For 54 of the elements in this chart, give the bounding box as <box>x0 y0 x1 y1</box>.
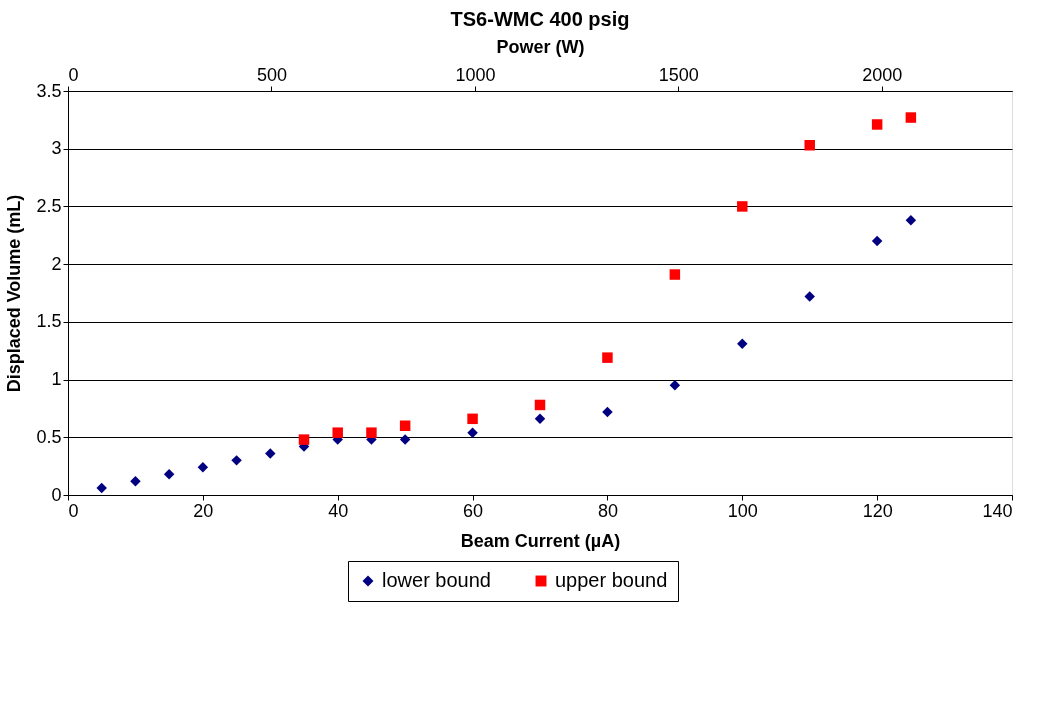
y-tick-label: 2 <box>51 253 62 274</box>
x2-tick-label: 1000 <box>455 64 496 85</box>
x-tick-label: 120 <box>862 500 893 521</box>
point <box>669 380 681 391</box>
x2-tick-label: 2000 <box>862 64 903 85</box>
y-tick-label: 1.5 <box>36 311 62 332</box>
point <box>804 291 815 302</box>
x-axis-title: Beam Current (µA) <box>460 530 621 551</box>
y-tick-label: 3.5 <box>36 80 62 101</box>
x-tick-label: 80 <box>597 500 618 521</box>
legend-label: upper bound <box>555 569 668 591</box>
x2-tick-label: 500 <box>256 64 287 85</box>
legend-label: lower bound <box>382 569 491 591</box>
x-tick-label: 60 <box>463 500 484 521</box>
point <box>197 462 209 473</box>
y-tick-label: 1 <box>51 369 62 390</box>
x2-tick-label: 0 <box>68 64 79 85</box>
x-tick-label: 20 <box>193 500 214 521</box>
point <box>399 434 411 445</box>
point <box>366 427 377 438</box>
y-tick-label: 3 <box>51 138 62 159</box>
x-tick-label: 140 <box>982 500 1013 521</box>
chart-title: TS6-WMC 400 psig <box>450 8 630 30</box>
point <box>871 235 883 247</box>
point <box>737 201 748 212</box>
y-tick-label: 2.5 <box>36 195 62 216</box>
point <box>399 420 411 431</box>
point <box>265 448 276 459</box>
x-tick-label: 100 <box>727 500 758 521</box>
point <box>96 482 107 494</box>
point <box>871 119 883 130</box>
point <box>163 468 175 480</box>
point <box>467 427 478 438</box>
y-tick-label: 0.5 <box>36 426 62 447</box>
point <box>534 413 546 425</box>
point <box>298 434 310 445</box>
point <box>737 338 748 350</box>
point <box>804 140 815 151</box>
point <box>669 269 681 280</box>
x2-axis-title: Power (W) <box>496 36 585 57</box>
x-tick-label: 0 <box>68 500 79 521</box>
point <box>602 352 613 363</box>
x-tick-label: 40 <box>328 500 349 521</box>
point <box>332 427 343 438</box>
point <box>602 406 613 418</box>
point <box>534 399 546 411</box>
point <box>231 455 242 466</box>
point <box>467 413 478 425</box>
y-tick-label: 0 <box>51 484 62 505</box>
x2-tick-label: 1500 <box>658 64 699 85</box>
point <box>130 475 141 487</box>
point <box>905 215 917 226</box>
point <box>905 112 917 123</box>
y-axis-title: Displaced Volume (mL) <box>4 194 25 393</box>
